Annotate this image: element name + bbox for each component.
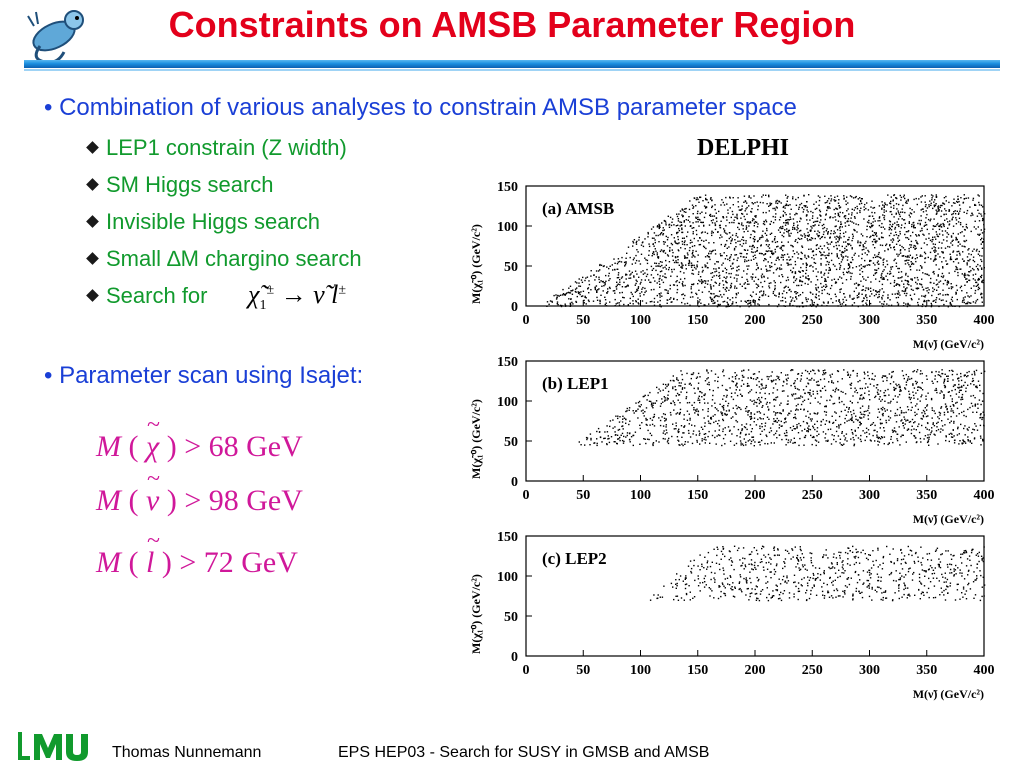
diamond-bullet-icon (86, 140, 99, 154)
panel-label: (c) LEP2 (542, 549, 607, 568)
page-title: Constraints on AMSB Parameter Region (168, 4, 856, 45)
seahorse-logo-icon (27, 10, 84, 64)
x-tick-label: 250 (802, 663, 823, 678)
delphi-scatter-figure: (a) AMSB 0 50 100 150 0 50 100 150 200 250 300 350 40… (469, 180, 995, 701)
sub-item-small-dm: Small ∆M chargino search (86, 246, 362, 272)
x-tick-label: 400 (974, 313, 995, 328)
title-underline-bar (24, 60, 1000, 68)
y-tick-label: 0 (511, 650, 518, 665)
diamond-bullet-icon (86, 214, 99, 228)
x-tick-label: 0 (523, 663, 530, 678)
x-tick-label: 350 (916, 488, 937, 503)
x-axis-label: M(ν̃) (GeV/c²) (913, 337, 984, 351)
x-tick-label: 300 (859, 488, 880, 503)
diamond-bullet-icon (86, 288, 99, 302)
x-tick-label: 400 (974, 488, 995, 503)
y-tick-label: 150 (497, 355, 518, 370)
x-tick-label: 50 (576, 313, 590, 328)
x-tick-label: 50 (576, 488, 590, 503)
sub-item-invisible-higgs: Invisible Higgs search (86, 209, 320, 235)
x-tick-label: 50 (576, 663, 590, 678)
x-tick-label: 0 (523, 313, 530, 328)
lmu-logo-icon (18, 732, 88, 761)
y-tick-label: 0 (511, 300, 518, 315)
bullet-text: Combination of various analyses to const… (59, 94, 797, 121)
x-tick-label: 100 (630, 313, 651, 328)
scatter-points (649, 545, 986, 602)
x-tick-label: 300 (859, 663, 880, 678)
y-axis-label: M(χ̃₁⁰) (GeV/c²) (469, 399, 483, 479)
x-tick-label: 150 (687, 663, 708, 678)
x-tick-label: 350 (916, 313, 937, 328)
x-tick-label: 150 (687, 488, 708, 503)
x-tick-label: 0 (523, 488, 530, 503)
formula-sneutrino-mass: M ( ν ) > 98 GeV (96, 466, 303, 518)
sub-item-lep1: LEP1 constrain (Z width) (86, 135, 347, 161)
formula-chi-mass: M ( χ ) > 68 GeV (96, 412, 303, 464)
x-tick-label: 300 (859, 313, 880, 328)
title-underline-thin (24, 69, 1000, 71)
y-tick-label: 50 (504, 435, 518, 450)
experiment-label: DELPHI (697, 135, 790, 161)
bullet-dot-icon: • (44, 362, 53, 389)
scatter-points (578, 369, 986, 447)
sub-item-search-for: Search for (86, 283, 208, 309)
footer-event: EPS HEP03 - Search for SUSY in GMSB and … (338, 744, 710, 761)
x-tick-label: 350 (916, 663, 937, 678)
bullet-text: Parameter scan using Isajet: (59, 362, 364, 389)
y-tick-label: 0 (511, 475, 518, 490)
diamond-bullet-icon (86, 177, 99, 191)
y-tick-label: 50 (504, 260, 518, 275)
panel-label: (b) LEP1 (542, 374, 609, 393)
sub-item-sm-higgs: SM Higgs search (86, 172, 274, 198)
x-tick-label: 200 (745, 313, 766, 328)
x-tick-label: 400 (974, 663, 995, 678)
x-tick-label: 250 (802, 313, 823, 328)
y-tick-label: 100 (497, 395, 518, 410)
x-tick-label: 250 (802, 488, 823, 503)
bullet-combination: • Combination of various analyses to con… (44, 94, 797, 122)
x-axis-label: M(ν̃) (GeV/c²) (913, 687, 984, 701)
x-axis-label: M(ν̃) (GeV/c²) (913, 512, 984, 526)
y-axis-label: M(χ̃₁⁰) (GeV/c²) (469, 574, 483, 654)
y-tick-label: 150 (497, 180, 518, 195)
y-tick-label: 100 (497, 220, 518, 235)
formula-slepton-mass: M ( l ) > 72 GeV (96, 528, 298, 580)
chargino-decay-formula: χ̃1± → ν̃ l± (248, 280, 347, 314)
x-tick-label: 100 (630, 663, 651, 678)
x-tick-label: 100 (630, 488, 651, 503)
panel-label: (a) AMSB (542, 199, 614, 218)
scatter-points (546, 194, 986, 308)
diamond-bullet-icon (86, 251, 99, 265)
x-tick-label: 150 (687, 313, 708, 328)
y-tick-label: 50 (504, 610, 518, 625)
y-tick-label: 100 (497, 570, 518, 585)
y-axis-label: M(χ̃₁⁰) (GeV/c²) (469, 224, 483, 304)
x-tick-label: 200 (745, 488, 766, 503)
footer-author: Thomas Nunnemann (112, 744, 262, 761)
bullet-parameter-scan: • Parameter scan using Isajet: (44, 362, 363, 390)
bullet-dot-icon: • (44, 94, 53, 121)
x-tick-label: 200 (745, 663, 766, 678)
y-tick-label: 150 (497, 530, 518, 545)
